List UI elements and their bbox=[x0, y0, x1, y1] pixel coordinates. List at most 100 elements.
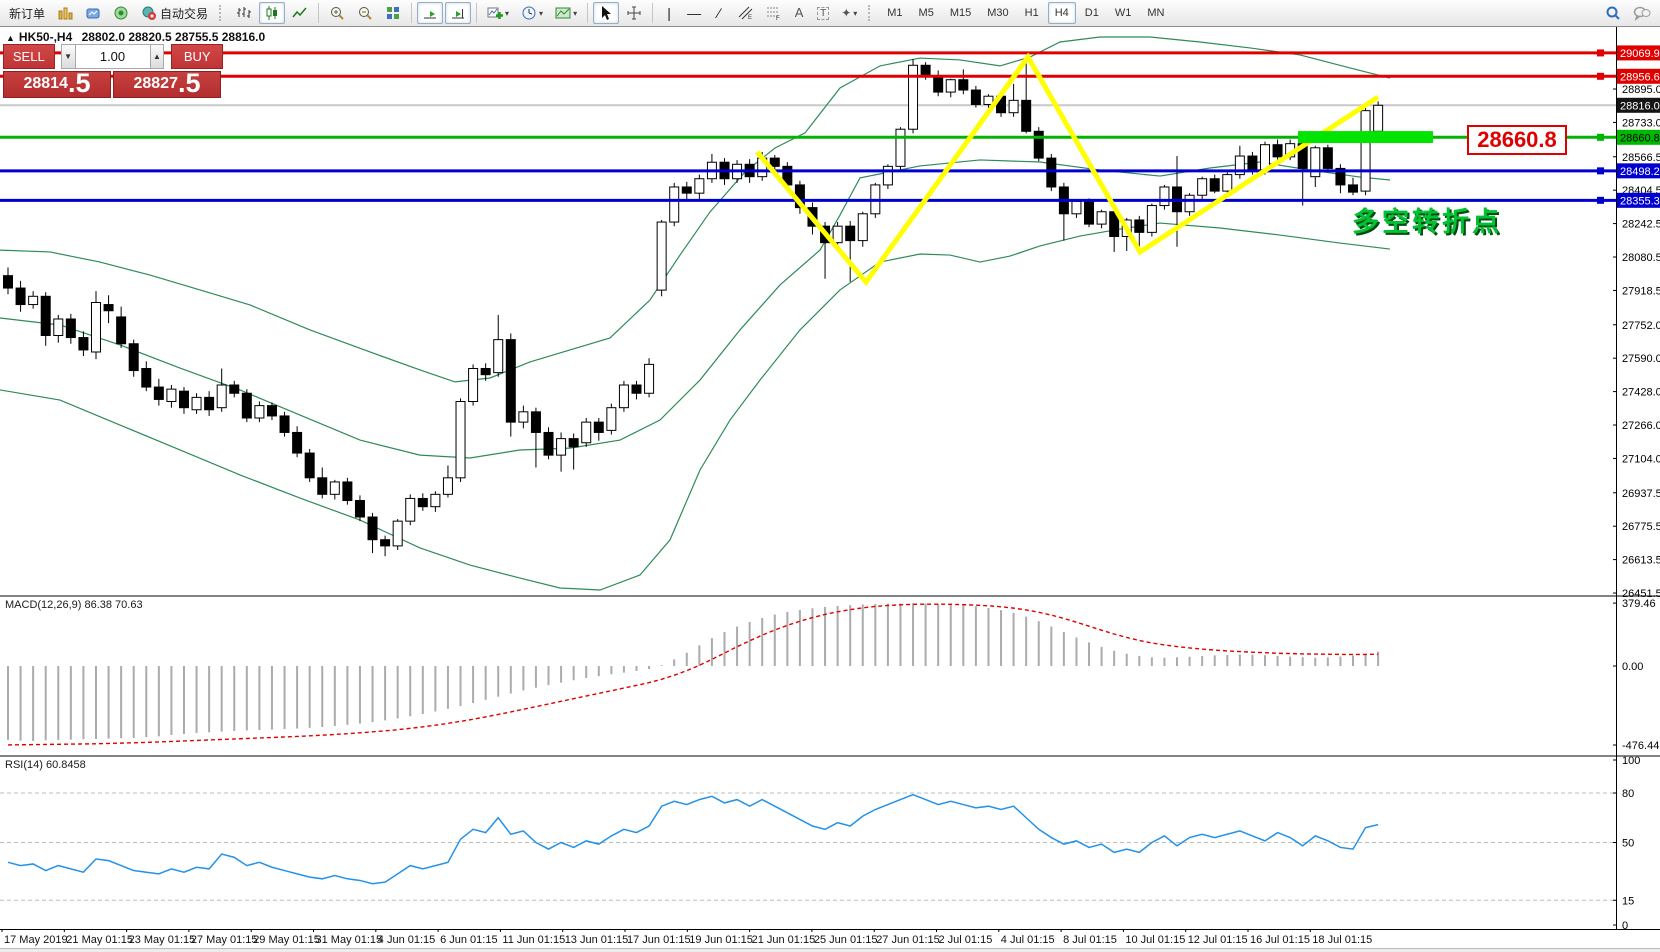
chart-line-button[interactable] bbox=[287, 2, 313, 24]
candle-body bbox=[1197, 178, 1208, 196]
search-icon bbox=[1606, 6, 1620, 20]
collapse-icon[interactable]: ▲ bbox=[6, 33, 15, 43]
auto-trading-button[interactable]: 自动交易 bbox=[136, 2, 213, 24]
volume-increase-button[interactable]: ▲ bbox=[149, 44, 165, 69]
hline-handle[interactable] bbox=[1597, 49, 1604, 57]
time-label: 19 Jun 01:15 bbox=[689, 934, 753, 946]
sell-price-display[interactable]: 28814.5 bbox=[3, 70, 111, 98]
trendline-icon: ∕ bbox=[717, 5, 721, 21]
turning-point-annotation[interactable]: 多空转折点 bbox=[1352, 207, 1502, 237]
tile-windows-button[interactable] bbox=[380, 2, 406, 24]
rsi-tick-label: 100 bbox=[1622, 755, 1640, 767]
candle-body bbox=[1084, 200, 1095, 225]
auto-scroll-button[interactable] bbox=[417, 2, 444, 24]
market-watch-button[interactable] bbox=[108, 2, 134, 24]
text-button[interactable]: A bbox=[788, 2, 810, 24]
crosshair-button[interactable] bbox=[621, 2, 647, 24]
sell-button[interactable]: SELL bbox=[3, 44, 55, 69]
cursor-button[interactable] bbox=[593, 2, 620, 24]
timeframe-h1[interactable]: H1 bbox=[1024, 7, 1039, 19]
zoom-in-button[interactable] bbox=[324, 2, 350, 24]
candle-body bbox=[455, 401, 466, 479]
buy-button[interactable]: BUY bbox=[171, 44, 223, 69]
buy-price-display[interactable]: 28827.5 bbox=[113, 70, 221, 98]
price-tick-label: 27918.5 bbox=[1622, 285, 1660, 297]
price-tick-label: 27104.0 bbox=[1622, 453, 1660, 465]
arrows-button[interactable]: ✦ ▾ bbox=[836, 2, 862, 24]
macd-label: MACD(12,26,9) 86.38 70.63 bbox=[5, 599, 143, 611]
timeframe-d1[interactable]: D1 bbox=[1084, 7, 1099, 19]
chat-button[interactable] bbox=[1628, 2, 1656, 24]
fibonacci-button[interactable]: F bbox=[760, 2, 786, 24]
zigzag-trendline[interactable] bbox=[755, 52, 1380, 287]
time-label: 25 Jun 01:15 bbox=[814, 934, 878, 946]
price-badge-29069.9 bbox=[1617, 45, 1660, 61]
toolbar-grip bbox=[219, 5, 225, 21]
candle-body bbox=[618, 384, 629, 409]
rsi-tick-label: 80 bbox=[1622, 788, 1634, 800]
spinner-down-icon: ▼ bbox=[64, 52, 73, 61]
chart-header: ▲ HK50-,H4 28802.0 28820.5 28755.5 28816.… bbox=[6, 30, 265, 44]
price-badge-label: 28816.0 bbox=[1620, 100, 1660, 112]
price-badge-28816.0 bbox=[1617, 97, 1660, 113]
fibonacci-icon: F bbox=[767, 7, 780, 21]
market-watch-icon bbox=[114, 6, 128, 20]
hline-handle[interactable] bbox=[1597, 72, 1604, 80]
price-annotation-box[interactable]: 28660.8 bbox=[1467, 125, 1567, 155]
text-label-button[interactable]: T bbox=[812, 2, 834, 24]
candle-body bbox=[15, 287, 26, 306]
timeframe-mn[interactable]: MN bbox=[1147, 7, 1165, 19]
candle-body bbox=[1360, 110, 1371, 192]
macd-tick-label: 0.00 bbox=[1622, 661, 1643, 673]
candle-body bbox=[141, 367, 152, 388]
time-label: 17 Jun 01:15 bbox=[627, 934, 691, 946]
chart-shift-button[interactable] bbox=[445, 2, 472, 24]
crosshair-icon bbox=[627, 6, 641, 20]
hline-handle[interactable] bbox=[1597, 196, 1604, 204]
candle-body bbox=[317, 477, 328, 495]
chart-bars-button[interactable] bbox=[231, 2, 257, 24]
periods-button[interactable]: ▾ bbox=[516, 2, 548, 24]
channel-button[interactable]: E bbox=[732, 2, 758, 24]
timeframe-m1[interactable]: M1 bbox=[887, 7, 903, 19]
timeframe-m15[interactable]: M15 bbox=[949, 7, 972, 19]
templates-button[interactable]: ▾ bbox=[550, 2, 582, 24]
new-order-button[interactable]: 新订单 bbox=[9, 6, 46, 21]
timeframe-h4[interactable]: H4 bbox=[1047, 2, 1076, 24]
hline-handle[interactable] bbox=[1597, 167, 1604, 175]
volume-decrease-button[interactable]: ▼ bbox=[60, 44, 76, 69]
indicators-button[interactable]: ▾ bbox=[482, 2, 514, 24]
line-chart-icon bbox=[292, 7, 307, 18]
timeframe-w1[interactable]: W1 bbox=[1114, 7, 1132, 19]
profiles-button[interactable] bbox=[80, 2, 106, 24]
time-label: 6 Jun 01:15 bbox=[440, 934, 498, 946]
new-chart-button[interactable] bbox=[52, 2, 78, 24]
timeframe-m5[interactable]: M5 bbox=[918, 7, 934, 19]
chart-candles-button[interactable] bbox=[259, 2, 286, 24]
vertical-line-button[interactable]: | bbox=[658, 2, 680, 24]
candle-body bbox=[1234, 155, 1245, 176]
search-button[interactable] bbox=[1600, 2, 1626, 24]
horizontal-line-button[interactable]: — bbox=[682, 2, 706, 24]
candle-body bbox=[1209, 178, 1220, 192]
trendline-button[interactable]: ∕ bbox=[708, 2, 730, 24]
candle-body bbox=[1046, 157, 1057, 188]
timeframe-m30[interactable]: M30 bbox=[987, 7, 1009, 19]
pane-separator[interactable] bbox=[0, 595, 1660, 597]
time-label: 8 Jul 01:15 bbox=[1063, 934, 1117, 946]
hline-handle[interactable] bbox=[1597, 133, 1604, 141]
pane-separator[interactable] bbox=[0, 755, 1660, 757]
candle-body bbox=[1310, 147, 1321, 178]
candle-body bbox=[958, 79, 969, 91]
symbol-period-label: HK50-,H4 bbox=[18, 30, 73, 44]
highlight-rectangle[interactable] bbox=[1298, 131, 1433, 144]
time-label: 11 Jun 01:15 bbox=[502, 934, 565, 946]
toolbar-separator bbox=[652, 3, 654, 23]
zoom-out-button[interactable] bbox=[352, 2, 378, 24]
time-label: 16 Jul 01:15 bbox=[1250, 934, 1310, 946]
time-label: 2 Jul 01:15 bbox=[939, 934, 993, 946]
candle-body bbox=[518, 411, 529, 423]
candle-body bbox=[128, 343, 139, 372]
volume-input[interactable] bbox=[75, 44, 150, 69]
